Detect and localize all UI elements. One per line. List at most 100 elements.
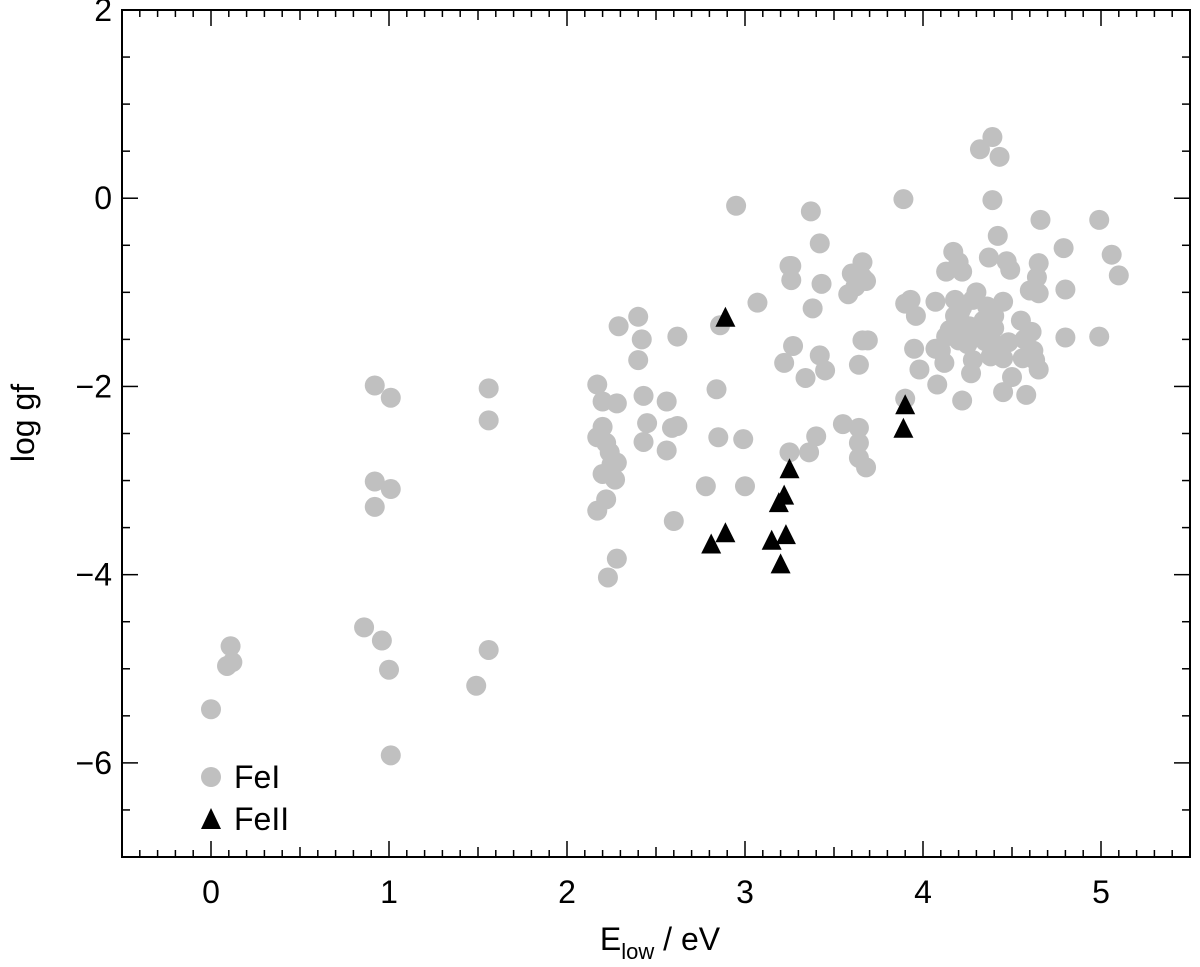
- point-feii: [893, 417, 914, 438]
- point-fei: [695, 476, 716, 497]
- point-fei: [592, 416, 613, 437]
- point-fei: [984, 318, 1005, 339]
- point-fei: [799, 442, 820, 463]
- point-fei: [380, 745, 401, 766]
- point-fei: [608, 316, 629, 337]
- point-fei: [989, 146, 1010, 167]
- point-fei: [806, 426, 827, 447]
- point-fei: [1089, 326, 1110, 347]
- point-fei: [900, 289, 921, 310]
- point-fei: [1028, 283, 1049, 304]
- point-feii: [895, 394, 916, 415]
- plot-marks: [201, 127, 1129, 766]
- point-fei: [962, 350, 983, 371]
- point-fei: [978, 247, 999, 268]
- x-axis-label: Elow / eV: [600, 921, 721, 964]
- point-fei: [809, 233, 830, 254]
- point-fei: [848, 354, 869, 375]
- legend-label-fei: FeI: [234, 759, 280, 795]
- x-tick-label: 2: [558, 874, 576, 910]
- y-tick-label: −4: [76, 557, 112, 593]
- point-feii: [774, 484, 795, 505]
- y-tick-label: −2: [76, 368, 112, 404]
- point-fei: [628, 306, 649, 327]
- x-axis-label-unit: / eV: [654, 921, 720, 957]
- point-fei: [606, 393, 627, 414]
- point-fei: [998, 332, 1019, 353]
- point-fei: [364, 471, 385, 492]
- point-fei: [795, 367, 816, 388]
- point-fei: [800, 201, 821, 222]
- point-fei: [925, 291, 946, 312]
- series-fei: [201, 127, 1129, 766]
- point-fei: [633, 385, 654, 406]
- y-tick-label: −6: [76, 745, 112, 781]
- point-fei: [733, 429, 754, 450]
- point-fei: [1055, 327, 1076, 348]
- point-fei: [1108, 265, 1129, 286]
- point-fei: [596, 489, 617, 510]
- point-fei: [1021, 321, 1042, 342]
- point-fei: [969, 139, 990, 160]
- point-fei: [783, 335, 804, 356]
- legend: FeI FeII: [201, 759, 289, 837]
- point-fei: [966, 282, 987, 303]
- point-fei: [371, 630, 392, 651]
- point-fei: [466, 675, 487, 696]
- x-tick-label: 3: [736, 874, 754, 910]
- point-feii: [715, 306, 736, 327]
- x-axis-label-main: E: [600, 921, 621, 957]
- point-feii: [770, 553, 791, 574]
- point-fei: [201, 699, 221, 720]
- point-fei: [1028, 253, 1049, 274]
- point-fei: [993, 382, 1014, 403]
- point-fei: [952, 390, 973, 411]
- point-fei: [904, 338, 925, 359]
- point-fei: [726, 195, 747, 216]
- point-fei: [606, 452, 627, 473]
- point-fei: [781, 255, 802, 276]
- point-fei: [478, 410, 499, 431]
- point-fei: [637, 413, 658, 434]
- point-fei: [587, 374, 608, 395]
- point-fei: [656, 440, 677, 461]
- point-fei: [663, 511, 684, 532]
- point-fei: [852, 252, 873, 273]
- x-tick-label: 5: [1092, 874, 1110, 910]
- point-fei: [379, 659, 399, 680]
- point-fei: [774, 352, 795, 373]
- point-fei: [1055, 279, 1076, 300]
- legend-marker-feii: [201, 808, 221, 829]
- x-tick-label: 4: [914, 874, 932, 910]
- point-fei: [815, 360, 836, 381]
- plot-frame: [121, 9, 1191, 858]
- point-fei: [856, 271, 877, 292]
- x-axis-label-subscript: low: [621, 939, 654, 964]
- point-feii: [715, 522, 736, 543]
- point-fei: [735, 476, 755, 497]
- point-fei: [597, 567, 618, 588]
- point-fei: [927, 374, 948, 395]
- point-fei: [708, 427, 729, 448]
- point-fei: [993, 348, 1014, 369]
- point-fei: [220, 636, 241, 657]
- series-feii: [701, 306, 916, 574]
- point-feii: [775, 524, 796, 545]
- point-fei: [982, 190, 1003, 211]
- point-fei: [832, 414, 853, 435]
- point-fei: [856, 457, 877, 478]
- point-fei: [993, 291, 1014, 312]
- point-fei: [478, 378, 499, 399]
- point-fei: [1030, 209, 1051, 230]
- point-fei: [1002, 367, 1022, 388]
- y-tick-label: 2: [94, 0, 112, 28]
- point-fei: [667, 326, 688, 347]
- legend-marker-fei: [201, 767, 221, 787]
- x-tick-label: 1: [380, 874, 398, 910]
- point-fei: [909, 359, 930, 380]
- point-fei: [802, 298, 823, 319]
- point-fei: [857, 330, 878, 351]
- point-fei: [364, 496, 385, 517]
- point-fei: [656, 391, 677, 412]
